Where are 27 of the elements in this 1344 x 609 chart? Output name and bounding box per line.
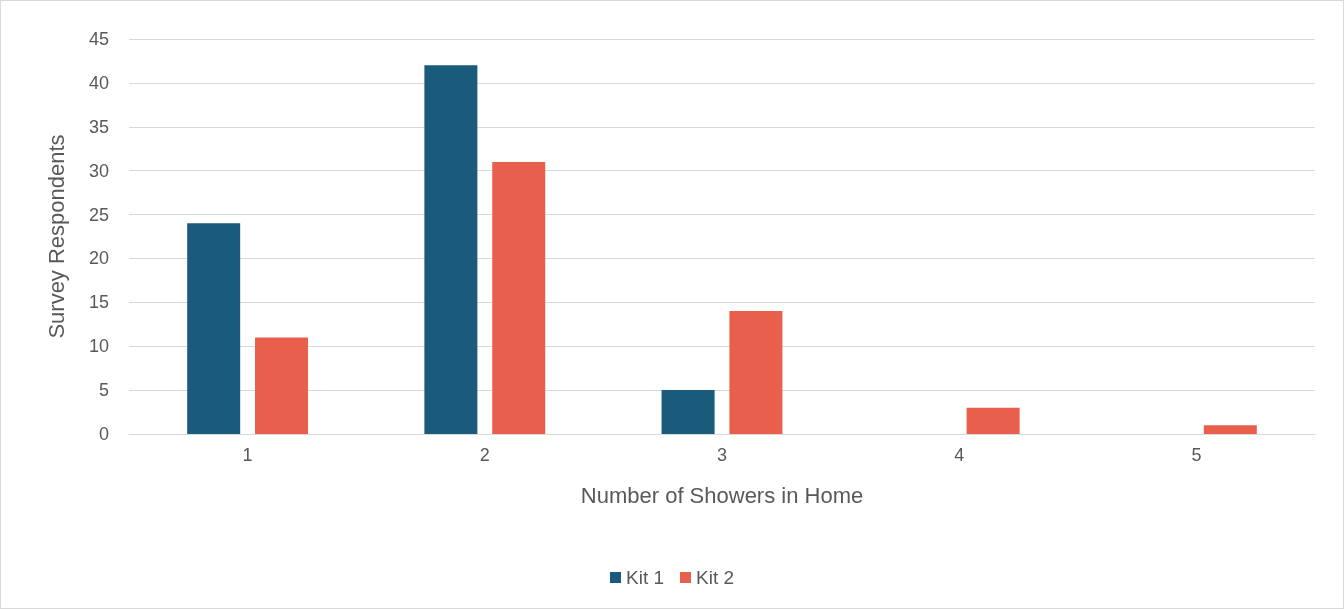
x-tick-label: 5 <box>1191 445 1202 465</box>
x-axis-title: Number of Showers in Home <box>580 482 864 508</box>
y-tick-label: 10 <box>88 336 109 357</box>
bar <box>1203 425 1257 434</box>
bar <box>424 65 478 434</box>
y-tick-label: 15 <box>88 292 109 313</box>
legend-label: Kit 1 <box>625 567 665 588</box>
x-tick-label: 3 <box>716 445 728 465</box>
y-tick-label: 45 <box>88 29 109 49</box>
x-tick-label: 2 <box>479 445 490 465</box>
bar <box>661 390 715 434</box>
bar <box>187 223 241 434</box>
y-tick-label: 20 <box>88 248 109 269</box>
y-tick-label: 35 <box>88 116 109 137</box>
bar <box>255 337 309 434</box>
bar <box>966 407 1020 434</box>
y-tick-label: 40 <box>88 72 109 93</box>
y-tick-label: 30 <box>88 160 109 181</box>
bar <box>492 161 546 434</box>
x-tick-label: 4 <box>954 445 965 465</box>
bar <box>729 311 783 434</box>
y-tick-label: 25 <box>88 204 109 225</box>
legend-label: Kit 2 <box>696 567 735 588</box>
y-axis-title: Survey Respondents <box>43 134 69 339</box>
x-tick-label: 1 <box>242 445 253 465</box>
y-tick-label: 5 <box>98 380 109 401</box>
y-tick-label: 0 <box>98 424 109 444</box>
